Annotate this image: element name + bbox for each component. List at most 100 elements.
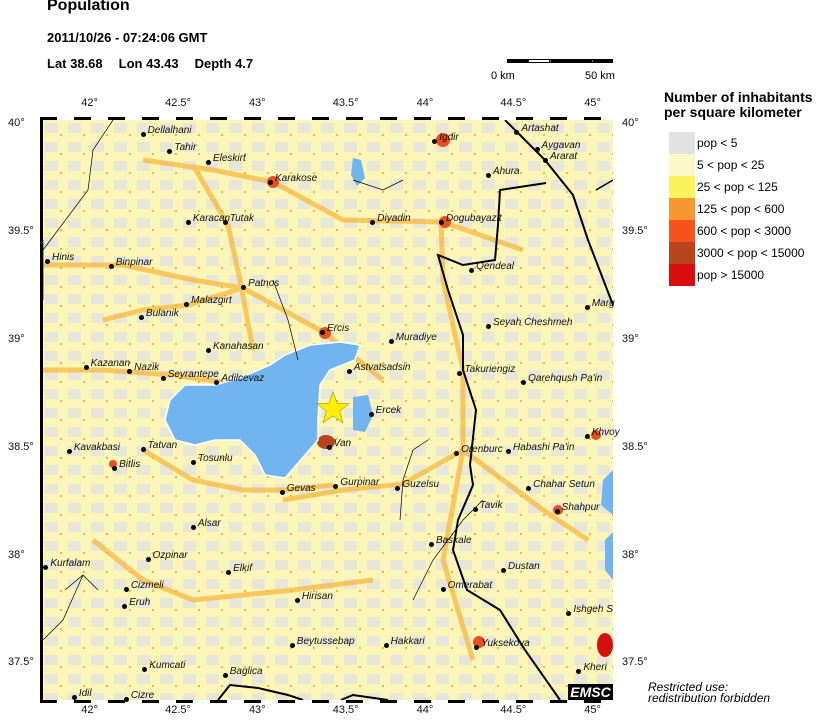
legend-title-line2: per square kilometer xyxy=(664,104,802,120)
city-dot xyxy=(205,160,211,166)
city-dot xyxy=(485,173,491,179)
city-name: Baskale xyxy=(435,534,472,546)
city-dot xyxy=(542,157,548,163)
city-name: Diyadin xyxy=(377,213,411,225)
city-dot xyxy=(370,220,376,226)
city-dot xyxy=(108,263,114,269)
city-name: Orenburc xyxy=(461,444,503,456)
city-dot xyxy=(368,412,374,418)
city-name: Khvoy xyxy=(591,426,620,438)
legend-label: 25 < pop < 125 xyxy=(697,180,778,194)
city-name: Dustan xyxy=(508,560,540,572)
lat-tick-label: 40° xyxy=(622,117,639,130)
city-name: Ararat xyxy=(549,150,578,162)
city-dot xyxy=(71,694,77,700)
event-lat: Lat 38.68 xyxy=(47,56,103,71)
city-name: Eruh xyxy=(129,597,151,609)
legend-item: 600 < pop < 3000 xyxy=(669,220,819,242)
city-dot xyxy=(241,285,247,291)
legend-label: pop > 15000 xyxy=(697,268,765,282)
city-name: Tavik xyxy=(479,500,503,512)
lat-tick-label: 40° xyxy=(8,117,25,130)
city-dot xyxy=(439,220,444,226)
notice-line-2: redistribution forbidden xyxy=(648,691,771,705)
city-dot xyxy=(333,483,339,489)
city-dot xyxy=(123,697,129,702)
city-dot xyxy=(123,587,129,593)
city-name: Muradiye xyxy=(395,332,437,344)
lon-tick-label: 43° xyxy=(248,704,266,716)
city-name: Kavakbasi xyxy=(73,442,120,454)
city-name: Yuksekova xyxy=(481,638,530,650)
city-dot xyxy=(326,444,332,450)
legend-item: pop < 5 xyxy=(669,132,819,154)
lon-tick-label: 43.5° xyxy=(332,97,359,109)
legend-item: pop > 15000 xyxy=(669,264,819,286)
city-name: Hirisan xyxy=(301,590,333,602)
city-dot xyxy=(226,569,232,575)
city-name: Igdir xyxy=(439,131,459,143)
city-name: Dogubayazit xyxy=(446,213,502,225)
city-dot xyxy=(485,323,491,329)
city-name: Gurpinar xyxy=(340,476,380,488)
city-dot xyxy=(222,673,228,679)
city-name: Hinis xyxy=(52,252,75,264)
scale-bar xyxy=(507,59,613,63)
city-dot xyxy=(534,147,540,153)
city-dot xyxy=(383,643,389,649)
lon-tick-label: 43.5° xyxy=(332,704,359,716)
event-depth: Depth 4.7 xyxy=(194,56,254,71)
city-dot xyxy=(112,466,118,472)
city-name: Astvatsadsin xyxy=(353,362,411,374)
lon-tick-label: 42° xyxy=(81,97,98,109)
city-dot xyxy=(184,302,190,308)
city-dot xyxy=(294,597,300,603)
city-dot xyxy=(514,129,520,135)
city-name: Karacan xyxy=(192,213,231,225)
legend-swatch xyxy=(669,198,695,220)
city-dot xyxy=(66,449,72,455)
city-name: Malazgirt xyxy=(191,295,232,307)
city-dot xyxy=(554,509,560,515)
city-name: Takuriengiz xyxy=(464,364,516,376)
lon-tick-label: 44.5° xyxy=(500,704,527,716)
city-dot xyxy=(566,610,572,616)
city-dot xyxy=(222,220,228,226)
city-dot xyxy=(43,565,49,571)
city-name: Alsar xyxy=(197,517,221,529)
legend-title: Number of inhabitants per square kilomete… xyxy=(664,90,813,120)
city-dot xyxy=(432,138,438,144)
event-datetime: 2011/10/26 - 07:24:06 GMT xyxy=(47,30,208,45)
city-name: Cizmeli xyxy=(130,580,164,592)
city-dot xyxy=(501,567,507,573)
city-dot xyxy=(526,485,532,491)
city-name: Guzelsu xyxy=(402,478,440,490)
city-name: Cizre xyxy=(130,690,155,701)
lon-tick-label: 45° xyxy=(584,97,601,109)
map-title: Population xyxy=(47,0,130,14)
lat-tick-label: 38.5° xyxy=(622,440,648,453)
lon-tick-label: 42.5° xyxy=(165,97,191,109)
city-name: Nazik xyxy=(134,362,160,374)
city-dot xyxy=(185,220,191,226)
city-dot xyxy=(454,451,460,457)
city-name: Ercis xyxy=(326,323,350,335)
city-dot xyxy=(214,380,220,386)
city-name: Seyah Cheshmeh xyxy=(492,316,573,328)
city-name: Kanahasan xyxy=(212,340,264,352)
notice-line-1: Restricted use: xyxy=(648,680,729,694)
city-name: Hakkari xyxy=(390,636,425,648)
city-name: Kumcati xyxy=(149,659,186,671)
city-dot xyxy=(576,668,582,674)
legend-label: 3000 < pop < 15000 xyxy=(697,246,805,260)
city-name: Kurfalam xyxy=(50,558,91,570)
city-dot xyxy=(122,604,128,610)
lon-tick-label: 42.5° xyxy=(165,704,191,716)
legend-label: pop < 5 xyxy=(697,136,738,150)
lon-tick-label: 44.5° xyxy=(500,97,527,109)
city-dot xyxy=(346,369,352,375)
city-name: Adilcevaz xyxy=(221,373,265,385)
legend-label: 125 < pop < 600 xyxy=(697,202,785,216)
event-lon: Lon 43.43 xyxy=(118,56,179,71)
city-dot xyxy=(395,485,401,491)
